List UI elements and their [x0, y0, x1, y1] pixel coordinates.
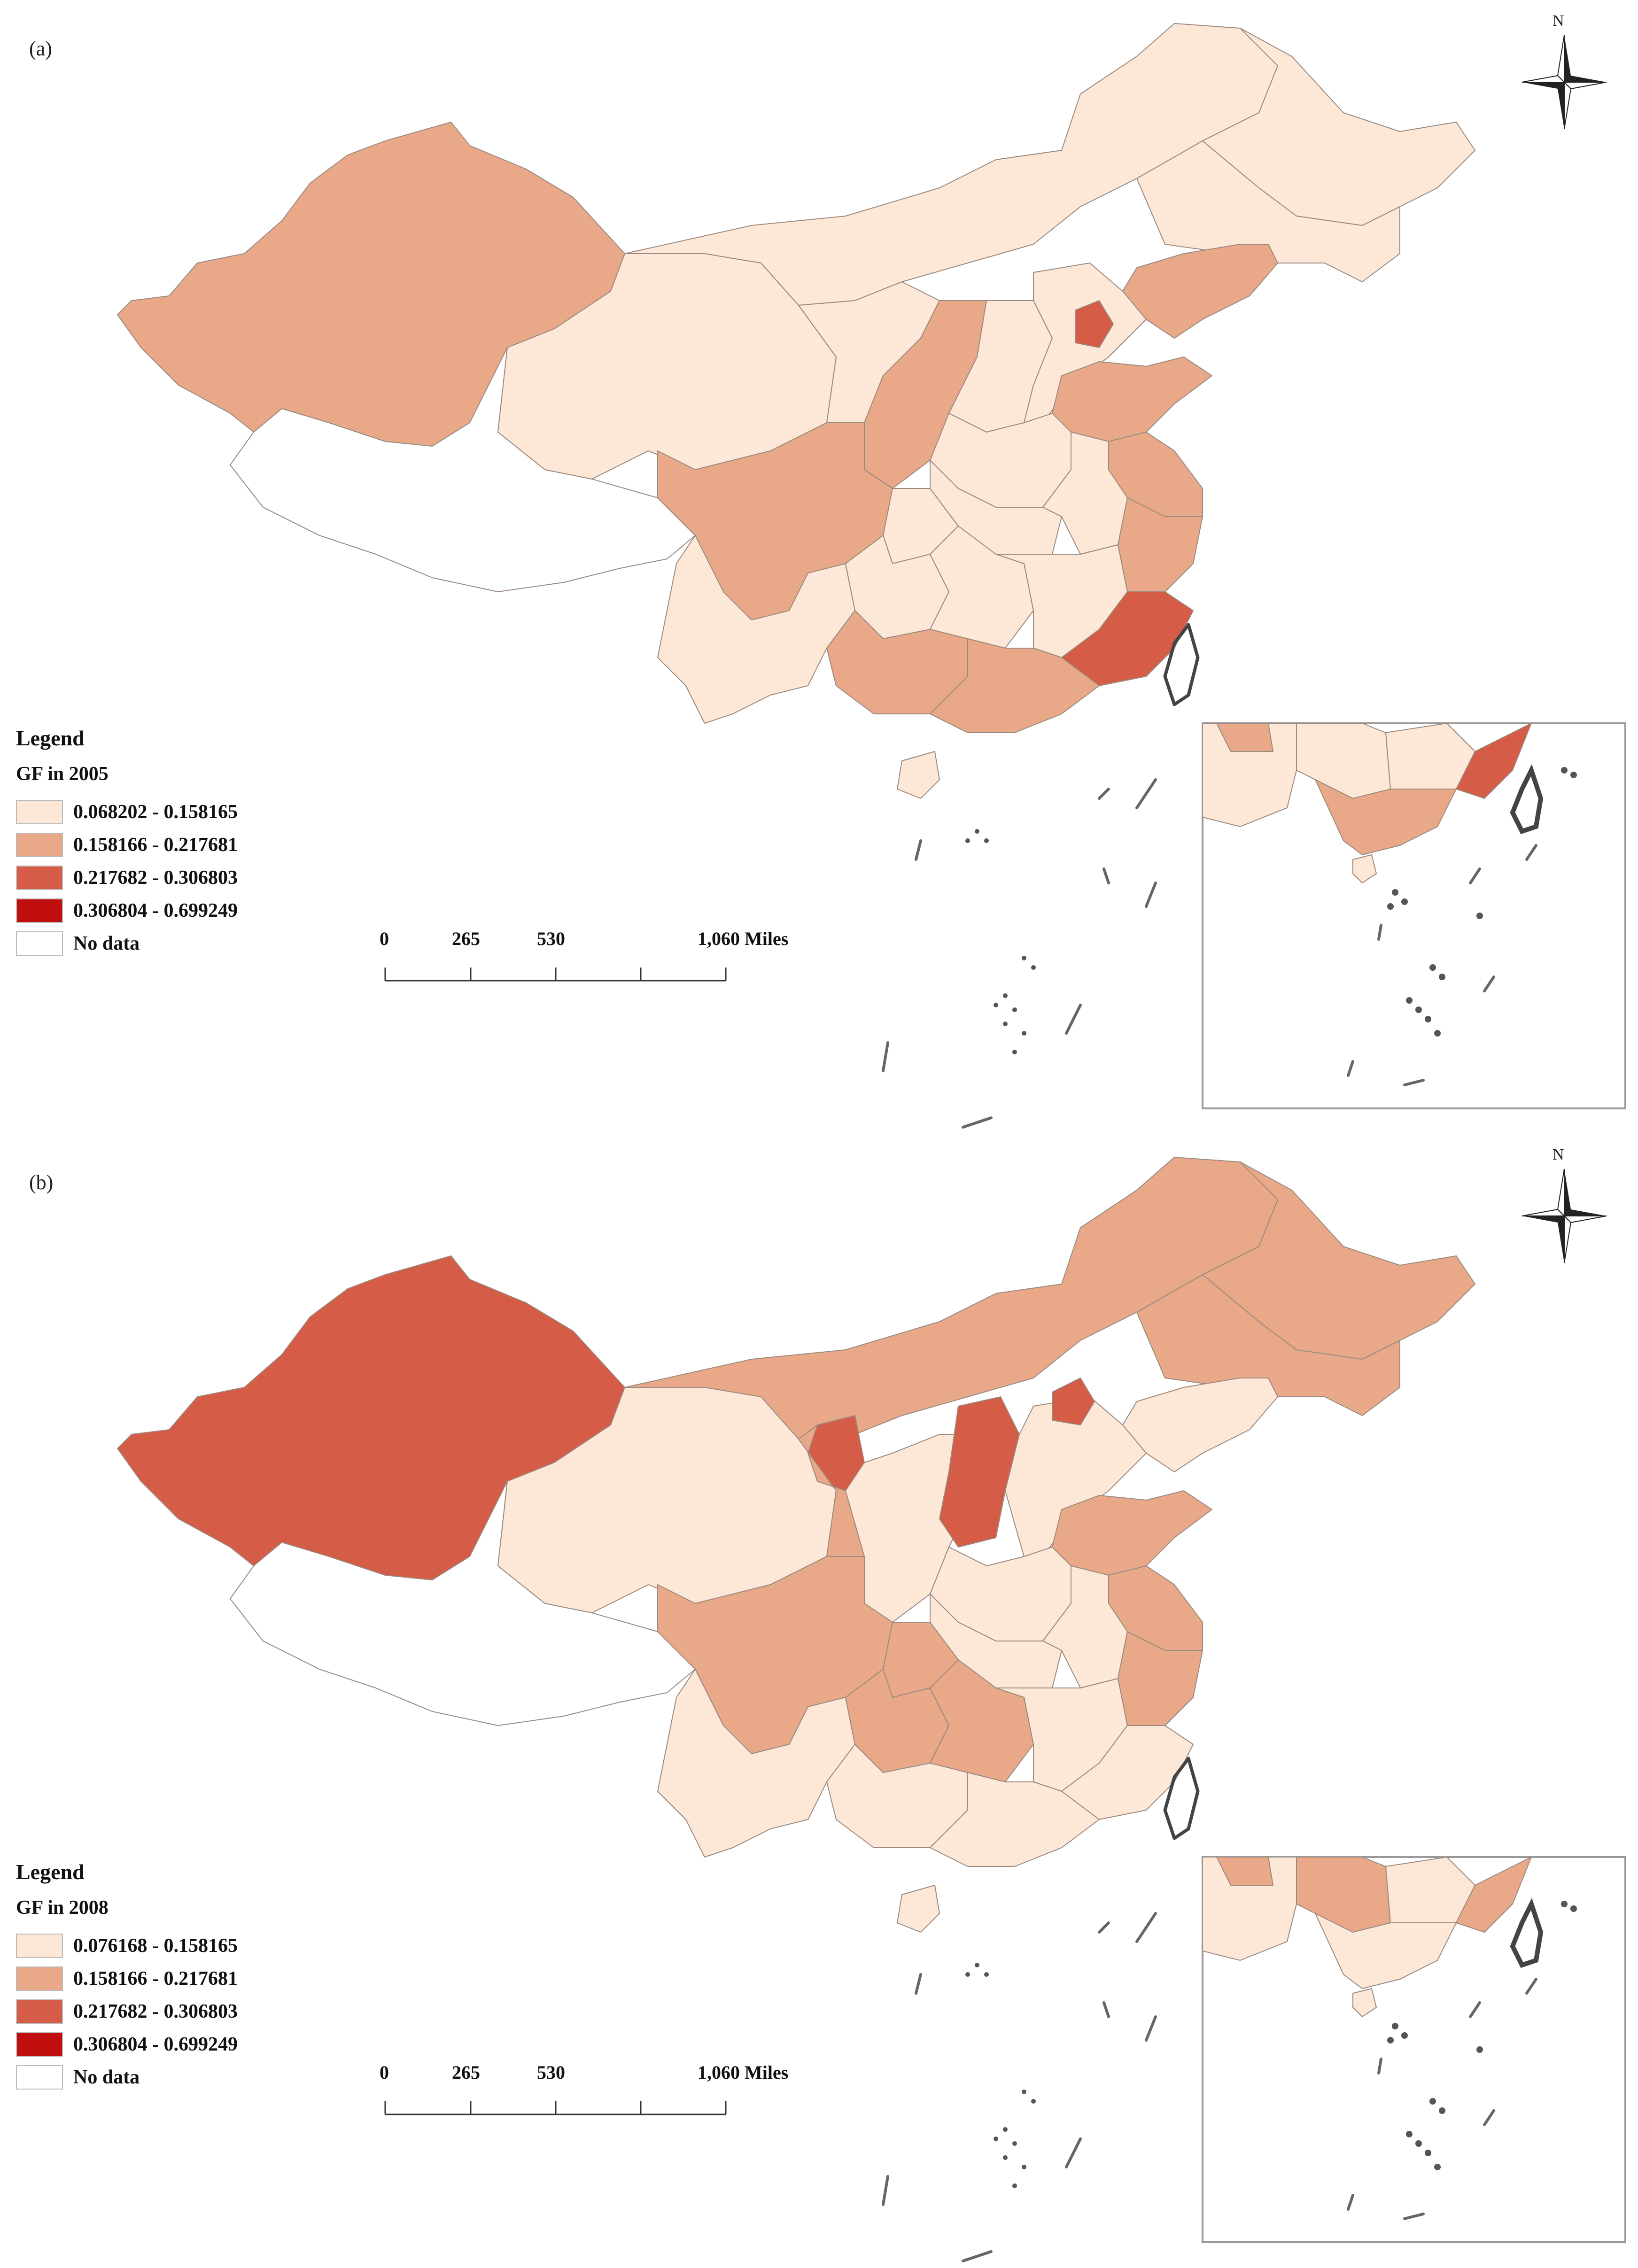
legend-item: 0.076168 - 0.158165 — [16, 1929, 345, 1962]
region-liaoning — [1122, 1378, 1278, 1472]
legend: Legend GF in 2008 0.076168 - 0.158165 0.… — [16, 1859, 345, 2094]
legend-label: 0.076168 - 0.158165 — [73, 1935, 238, 1957]
legend-item: 0.158166 - 0.217681 — [16, 828, 345, 861]
region-taiwan — [1163, 623, 1200, 706]
region-yunnan — [657, 1669, 855, 1858]
legend-title: Legend — [16, 726, 85, 750]
legend-item: 0.306804 - 0.699249 — [16, 2028, 345, 2061]
region-guangdong — [930, 638, 1100, 733]
legend-swatch — [16, 800, 63, 824]
scale-tick-label: 265 — [452, 2062, 480, 2083]
legend-item: 0.158166 - 0.217681 — [16, 1962, 345, 1995]
scale-bar — [384, 968, 727, 982]
legend-swatch — [16, 931, 63, 956]
map-panel-2005: (a) N Legend GF in 2005 0.068202 - 0.158… — [16, 12, 1626, 1129]
scale-tick-label: 265 — [452, 928, 480, 949]
legend-swatch — [16, 866, 63, 890]
region-tibet — [230, 1481, 696, 1726]
legend-swatch — [16, 1999, 63, 2024]
north-arrow-icon — [1522, 35, 1607, 130]
legend-item: No data — [16, 927, 345, 960]
legend-item: 0.217682 - 0.306803 — [16, 861, 345, 894]
legend-swatch — [16, 898, 63, 923]
scale-tick-label: 0 — [380, 2062, 389, 2083]
legend-label: 0.158166 - 0.217681 — [73, 1968, 238, 1989]
panel-label: (a) — [29, 37, 52, 60]
map-panel-2008: (b) N Legend GF in 2008 0.076168 - 0.158… — [0, 1134, 1638, 2268]
region-shanxi — [939, 1396, 1020, 1548]
legend-label: No data — [73, 933, 140, 954]
scale-tick-label: 0 — [380, 928, 389, 949]
legend-label: 0.068202 - 0.158165 — [73, 801, 238, 823]
legend-swatch — [16, 2032, 63, 2057]
legend-item: 0.217682 - 0.306803 — [16, 1995, 345, 2028]
scale-bar — [384, 2101, 727, 2115]
legend-item: No data — [16, 2061, 345, 2094]
region-guangdong — [930, 1772, 1100, 1867]
choropleth-map — [117, 1157, 1626, 2262]
region-hubei — [930, 460, 1062, 555]
legend-subtitle: GF in 2005 — [16, 763, 109, 785]
north-arrow-icon — [1522, 1169, 1607, 1263]
north-label: N — [1553, 1146, 1564, 1163]
legend-swatch — [16, 1934, 63, 1958]
region-hainan — [897, 1885, 940, 1933]
legend-swatch — [16, 833, 63, 857]
region-hubei — [930, 1594, 1062, 1688]
legend-item: 0.068202 - 0.158165 — [16, 796, 345, 828]
region-beijing — [1052, 1378, 1095, 1425]
legend-label: 0.306804 - 0.699249 — [73, 900, 238, 921]
legend: Legend GF in 2005 0.068202 - 0.158165 0.… — [16, 726, 345, 960]
region-tibet — [230, 347, 696, 592]
region-jilin — [1136, 1274, 1400, 1416]
legend-swatch — [16, 2065, 63, 2090]
north-label: N — [1553, 12, 1564, 30]
scale-tick-label: 1,060 Miles — [698, 2062, 789, 2083]
choropleth-map — [117, 23, 1626, 1129]
legend-label: 0.158166 - 0.217681 — [73, 834, 238, 856]
region-taiwan — [1163, 1757, 1200, 1840]
legend-title: Legend — [16, 1860, 85, 1884]
legend-label: 0.306804 - 0.699249 — [73, 2034, 238, 2055]
scale-tick-label: 530 — [537, 2062, 565, 2083]
legend-label: 0.217682 - 0.306803 — [73, 2001, 238, 2022]
inset-south-china-sea — [1202, 1856, 1626, 2243]
region-hainan — [897, 751, 940, 799]
legend-subtitle: GF in 2008 — [16, 1897, 109, 1919]
legend-label: 0.217682 - 0.306803 — [73, 867, 238, 889]
panel-label: (b) — [29, 1171, 54, 1194]
legend-label: No data — [73, 2067, 140, 2088]
scale-tick-label: 530 — [537, 928, 565, 949]
region-beijing — [1075, 300, 1114, 348]
region-liaoning — [1122, 244, 1278, 339]
legend-item: 0.306804 - 0.699249 — [16, 894, 345, 927]
inset-south-china-sea — [1202, 722, 1626, 1109]
region-yunnan — [657, 535, 855, 724]
legend-swatch — [16, 1966, 63, 1991]
scale-tick-label: 1,060 Miles — [698, 928, 789, 949]
region-jilin — [1136, 140, 1400, 282]
